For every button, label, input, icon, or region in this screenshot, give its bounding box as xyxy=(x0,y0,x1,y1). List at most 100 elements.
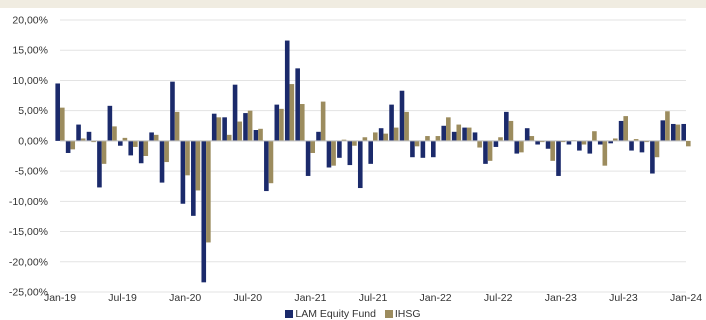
bar-ihsg xyxy=(633,139,639,141)
y-tick-label: -10,00% xyxy=(9,196,48,208)
bar-lam-equity-fund xyxy=(556,140,561,176)
bar-lam-equity-fund xyxy=(232,84,238,141)
bar-ihsg xyxy=(258,128,263,141)
bar-lam-equity-fund xyxy=(118,140,123,146)
bar-ihsg xyxy=(539,140,545,143)
x-tick-label: Jul-22 xyxy=(484,292,513,304)
bar-lam-equity-fund xyxy=(389,104,394,141)
bar-lam-equity-fund xyxy=(545,140,551,149)
bar-ihsg xyxy=(612,138,618,141)
bar-ihsg xyxy=(519,140,524,153)
bar-lam-equity-fund xyxy=(357,140,363,189)
y-tick-label: 10,00% xyxy=(12,75,48,87)
bar-lam-equity-fund xyxy=(608,140,613,144)
bar-lam-equity-fund xyxy=(76,124,81,141)
bar-ihsg xyxy=(122,137,128,141)
bar-ihsg xyxy=(560,140,566,143)
bar-lam-equity-fund xyxy=(191,140,196,216)
bar-ihsg xyxy=(529,136,535,141)
bar-lam-equity-fund xyxy=(159,140,165,183)
x-tick-label: Jan-20 xyxy=(169,292,201,304)
bar-lam-equity-fund xyxy=(650,140,655,174)
bar-lam-equity-fund xyxy=(55,83,60,141)
bar-lam-equity-fund xyxy=(149,132,154,141)
bar-lam-equity-fund xyxy=(535,140,540,145)
bar-lam-equity-fund xyxy=(243,113,248,141)
bar-ihsg xyxy=(414,140,420,147)
bar-ihsg xyxy=(592,131,597,141)
bar-lam-equity-fund xyxy=(566,140,572,145)
series-lam-equity-fund xyxy=(55,40,686,283)
bar-lam-equity-fund xyxy=(128,140,134,156)
bar-lam-equity-fund xyxy=(483,140,488,164)
bar-lam-equity-fund xyxy=(618,120,624,141)
x-tick-label: Jan-21 xyxy=(294,292,326,304)
bar-lam-equity-fund xyxy=(524,128,530,141)
legend-label-ihsg: IHSG xyxy=(394,308,421,320)
bar-ihsg xyxy=(216,117,222,141)
bar-ihsg xyxy=(247,110,253,141)
bar-ihsg xyxy=(195,140,201,191)
bar-lam-equity-fund xyxy=(347,140,353,166)
bar-ihsg xyxy=(466,127,472,141)
bar-lam-equity-fund xyxy=(86,131,92,141)
bar-ihsg xyxy=(341,139,347,141)
bar-lam-equity-fund xyxy=(410,140,415,158)
bar-ihsg xyxy=(550,140,555,161)
bar-lam-equity-fund xyxy=(305,140,311,176)
bar-ihsg xyxy=(174,111,180,141)
bar-ihsg xyxy=(602,140,608,166)
bar-lam-equity-fund xyxy=(660,120,666,141)
bar-lam-equity-fund xyxy=(577,140,582,151)
bar-ihsg xyxy=(299,104,305,141)
bar-ihsg xyxy=(665,111,670,141)
bar-lam-equity-fund xyxy=(253,130,259,141)
bar-lam-equity-fund xyxy=(180,140,186,204)
bar-ihsg xyxy=(70,140,76,150)
x-tick-label: Jul-19 xyxy=(108,292,137,304)
bar-ihsg xyxy=(143,140,149,156)
bar-lam-equity-fund xyxy=(514,140,520,154)
bar-ihsg xyxy=(383,133,389,141)
series-ihsg xyxy=(60,84,691,243)
bar-ihsg xyxy=(456,124,462,141)
bar-lam-equity-fund xyxy=(337,140,342,158)
bar-lam-equity-fund xyxy=(65,140,71,153)
legend-swatch-lam xyxy=(285,310,294,318)
bar-lam-equity-fund xyxy=(597,140,603,145)
bar-lam-equity-fund xyxy=(222,117,227,141)
y-tick-label: 5,00% xyxy=(18,105,48,117)
bar-lam-equity-fund xyxy=(170,81,175,141)
bar-lam-equity-fund xyxy=(295,68,300,141)
bar-ihsg xyxy=(101,140,107,164)
bar-lam-equity-fund xyxy=(399,90,405,141)
bar-ihsg xyxy=(477,140,482,148)
legend-swatch-ihsg xyxy=(384,310,393,318)
bar-lam-equity-fund xyxy=(284,40,290,141)
bar-ihsg xyxy=(373,132,378,141)
bar-ihsg xyxy=(320,101,326,141)
bar-ihsg xyxy=(393,127,399,141)
bar-ihsg xyxy=(226,134,232,141)
bar-lam-equity-fund xyxy=(97,140,102,188)
bar-lam-equity-fund xyxy=(639,140,645,153)
x-tick-label: Jan-23 xyxy=(545,292,577,304)
bar-lam-equity-fund xyxy=(441,125,447,141)
bar-ihsg xyxy=(644,140,649,143)
bar-ihsg xyxy=(268,140,274,184)
bar-ihsg xyxy=(508,120,514,141)
bar-ihsg xyxy=(80,138,86,141)
header-band xyxy=(0,0,706,8)
bar-ihsg xyxy=(310,140,315,153)
bar-chart: 20,00% 15,00% 10,00% 5,00% 0,00% -5,00% -10,00… xyxy=(9,15,702,305)
bar-ihsg xyxy=(498,137,503,141)
bar-lam-equity-fund xyxy=(670,123,676,141)
bar-lam-equity-fund xyxy=(378,128,384,141)
y-tick-label: -5,00% xyxy=(15,166,48,178)
x-tick-label: Jan-24 xyxy=(670,292,702,304)
bar-lam-equity-fund xyxy=(211,113,217,141)
legend-item-lam: LAM Equity Fund xyxy=(285,308,376,320)
bar-ihsg xyxy=(362,137,368,141)
bar-lam-equity-fund xyxy=(274,104,280,141)
legend-item-ihsg: IHSG xyxy=(384,308,421,320)
